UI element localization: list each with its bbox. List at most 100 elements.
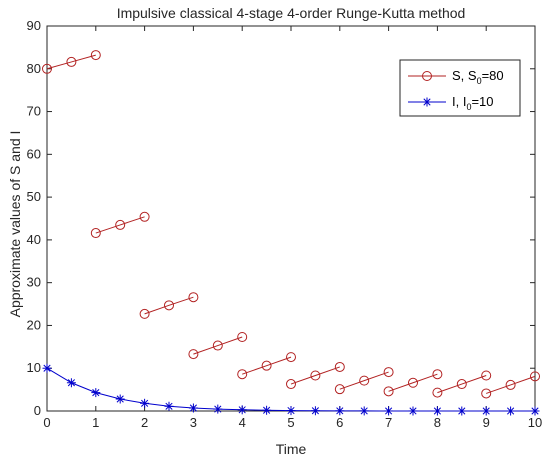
series-s-point bbox=[481, 388, 492, 399]
series-s-line bbox=[95, 216, 145, 234]
asterisk-stroke bbox=[141, 399, 149, 407]
legend-label: I, I0=10 bbox=[452, 94, 494, 112]
asterisk-stroke bbox=[287, 406, 295, 415]
y-tick-label: 70 bbox=[27, 104, 41, 119]
series-i-point bbox=[42, 363, 52, 373]
series-s-point bbox=[383, 386, 394, 397]
asterisk-stroke bbox=[263, 406, 271, 414]
series-s-point bbox=[42, 63, 52, 74]
x-tick-label: 7 bbox=[385, 415, 392, 430]
series-s-point bbox=[383, 367, 394, 378]
series-i-point bbox=[115, 394, 125, 404]
series-s-line bbox=[388, 373, 438, 392]
legend-label-sub: 0 bbox=[477, 76, 482, 86]
asterisk-stroke bbox=[238, 406, 246, 414]
series-i-point bbox=[359, 406, 369, 416]
series-layer bbox=[42, 50, 540, 416]
asterisk-stroke bbox=[311, 407, 319, 415]
series-s-point bbox=[408, 377, 418, 388]
y-tick-label: 90 bbox=[27, 18, 41, 33]
legend-label-main: S, S bbox=[452, 68, 477, 83]
asterisk-stroke bbox=[433, 407, 441, 415]
series-s-point bbox=[334, 384, 345, 395]
series-s-point bbox=[456, 379, 467, 390]
x-tick-label: 8 bbox=[434, 415, 441, 430]
asterisk-stroke bbox=[116, 395, 124, 403]
legend-marker bbox=[422, 71, 432, 81]
y-tick-label: 50 bbox=[27, 189, 41, 204]
series-i-point bbox=[66, 378, 76, 388]
asterisk-stroke bbox=[409, 407, 417, 415]
series-s-point bbox=[188, 292, 199, 303]
axis-ticks: 0 1 2 3 4 5 6 7 8 9 10 0 10 20 30 40 50 60 70 80 90 bbox=[27, 18, 543, 430]
x-axis-label: Time bbox=[276, 441, 307, 457]
x-tick-label: 10 bbox=[528, 415, 542, 430]
legend-label: S, S0=80 bbox=[452, 68, 504, 86]
series-i-point bbox=[164, 401, 174, 411]
series-s-point bbox=[90, 50, 101, 61]
asterisk-stroke bbox=[531, 407, 539, 415]
legend-label-sub: 0 bbox=[466, 102, 471, 112]
y-tick-label: 80 bbox=[27, 61, 41, 76]
series-i-point bbox=[286, 406, 296, 416]
series-s-point bbox=[310, 370, 321, 381]
y-tick-label: 40 bbox=[27, 232, 41, 247]
series-s-point bbox=[188, 349, 199, 360]
series-s-line bbox=[437, 375, 487, 394]
series-s-line bbox=[290, 366, 340, 385]
series-s-point bbox=[286, 352, 296, 363]
x-tick-label: 1 bbox=[92, 415, 99, 430]
series-s-line bbox=[339, 371, 389, 390]
legend-entry-i: I, I0=10 bbox=[408, 94, 494, 112]
y-axis-label: Approximate values of S and I bbox=[7, 131, 23, 318]
series-i-point bbox=[457, 406, 467, 416]
series-s-line bbox=[242, 356, 292, 375]
series-s-point bbox=[237, 369, 248, 380]
x-tick-label: 0 bbox=[43, 415, 50, 430]
series-s-point bbox=[286, 379, 296, 390]
series-i-point bbox=[432, 406, 442, 416]
legend-label-tail: =80 bbox=[482, 68, 504, 83]
asterisk-stroke bbox=[423, 98, 431, 106]
asterisk-stroke bbox=[165, 402, 173, 410]
series-s-point bbox=[530, 371, 540, 382]
asterisk-stroke bbox=[458, 407, 466, 415]
series-s-point bbox=[139, 211, 150, 222]
series-s-point bbox=[432, 387, 443, 398]
asterisk-stroke bbox=[336, 407, 344, 415]
y-tick-label: 30 bbox=[27, 275, 41, 290]
asterisk-stroke bbox=[189, 404, 197, 412]
series-s-point bbox=[212, 340, 223, 351]
legend-label-tail: =10 bbox=[471, 94, 493, 109]
series-s-line bbox=[193, 336, 243, 355]
y-tick-label: 0 bbox=[34, 403, 41, 418]
asterisk-stroke bbox=[67, 379, 75, 387]
series-s-point bbox=[66, 56, 77, 67]
series-i-point bbox=[335, 406, 345, 416]
series-i-point bbox=[188, 403, 198, 413]
series-s-line bbox=[144, 296, 194, 315]
x-tick-label: 6 bbox=[336, 415, 343, 430]
series-s-point bbox=[90, 228, 101, 239]
asterisk-stroke bbox=[360, 407, 368, 415]
x-tick-label: 4 bbox=[239, 415, 246, 430]
asterisk-stroke bbox=[214, 405, 222, 413]
series-s bbox=[42, 50, 540, 399]
x-tick-label: 3 bbox=[190, 415, 197, 430]
series-i-point bbox=[481, 406, 491, 416]
y-tick-label: 20 bbox=[27, 317, 41, 332]
x-tick-label: 2 bbox=[141, 415, 148, 430]
legend: S, S0=80I, I0=10 bbox=[399, 59, 521, 117]
asterisk-stroke bbox=[43, 364, 51, 372]
legend-label-main: I, I bbox=[452, 94, 466, 109]
series-i-point bbox=[408, 406, 418, 416]
series-s-point bbox=[505, 379, 516, 390]
asterisk-stroke bbox=[92, 389, 100, 397]
series-s-point bbox=[481, 370, 492, 381]
asterisk-stroke bbox=[385, 407, 393, 415]
series-i-point bbox=[506, 406, 516, 416]
series-i-point bbox=[213, 404, 223, 414]
legend-box bbox=[399, 59, 521, 117]
series-s-point bbox=[359, 375, 370, 386]
